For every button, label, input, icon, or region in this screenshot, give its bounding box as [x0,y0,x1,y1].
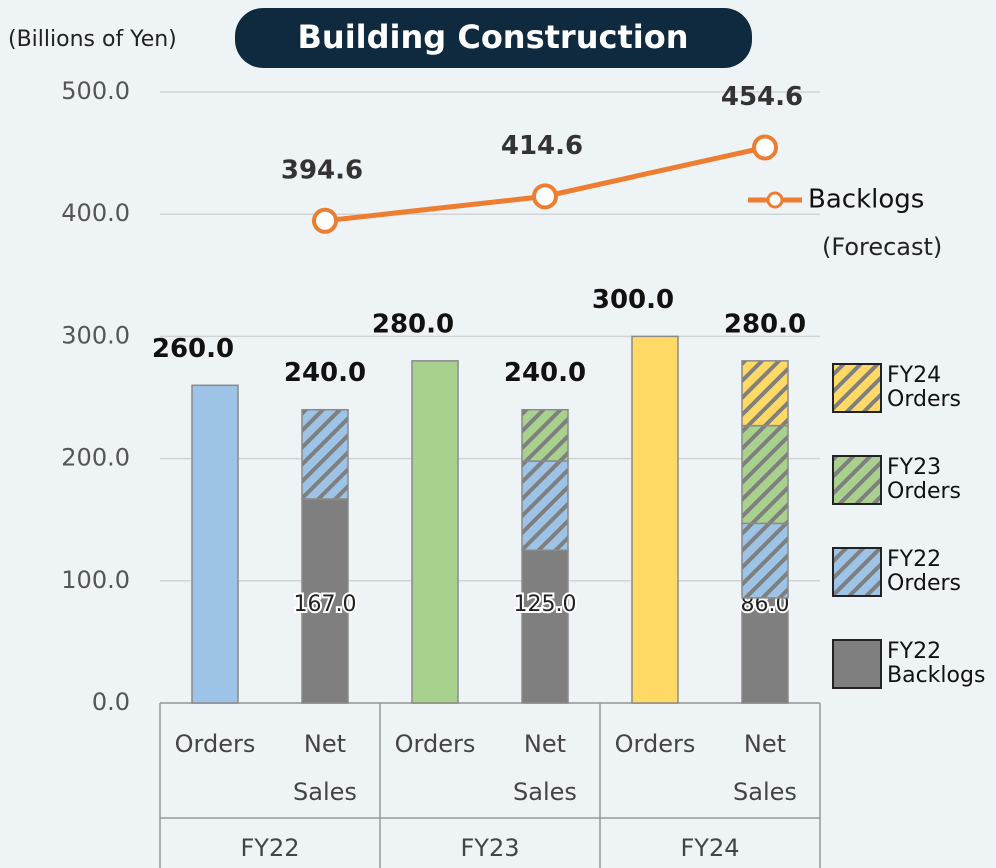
bar-segment [521,408,569,462]
bar-segment [741,424,789,525]
group-label: FY22 [240,834,300,862]
total-label: 240.0 [504,358,586,388]
legend-label: FY22 Backlogs [887,639,986,688]
bar-segment [631,335,679,704]
y-tick-label: 400.0 [61,199,130,227]
bar-segment [741,522,789,599]
x-tick-label: Orders [614,730,696,758]
x-tick-label: Net Sales [293,730,357,806]
legend-swatch [832,455,882,505]
legend-swatch [832,639,882,689]
line-marker [312,207,338,234]
group-label: FY23 [460,834,520,862]
x-tick-label: Net Sales [513,730,577,806]
data-label: 414.6 [501,131,583,161]
x-tick-label: Orders [174,730,256,758]
y-tick-label: 100.0 [61,566,130,594]
data-label: 454.6 [721,82,803,112]
group-label: FY24 [680,834,740,862]
title-pill [235,8,752,68]
bar-segment [521,460,569,552]
total-label: 300.0 [592,285,674,315]
total-label: 280.0 [724,309,806,339]
y-tick-label: 300.0 [61,321,130,349]
chart-title: Building Construction [298,18,689,56]
x-tick-label: Net Sales [733,730,797,806]
y-tick-label: 500.0 [61,77,130,105]
legend-swatch [832,547,882,597]
bar-segment [191,384,239,704]
legend-label: Backlogs [808,185,924,215]
total-label: 280.0 [372,309,454,339]
y-tick-label: 0.0 [92,688,130,716]
y-axis-label: (Billions of Yen) [8,27,177,52]
legend-label: FY22 Orders [887,547,961,596]
data-label: 167.0 [294,592,357,617]
legend-marker [766,191,784,209]
bar-segment [411,360,459,704]
bar-segment [301,408,349,500]
legend-label: FY24 Orders [887,363,961,412]
legend-swatch [832,363,882,413]
bar-segment [521,549,569,704]
annotation: (Forecast) [822,233,942,261]
data-label: 394.6 [281,155,363,185]
total-label: 260.0 [152,334,234,364]
y-tick-label: 200.0 [61,444,130,472]
data-label: 125.0 [514,592,577,617]
line-marker [532,183,558,210]
x-tick-label: Orders [394,730,476,758]
bar-segment [741,360,789,427]
legend-label: FY23 Orders [887,455,961,504]
total-label: 240.0 [284,358,366,388]
line-marker [752,134,778,161]
